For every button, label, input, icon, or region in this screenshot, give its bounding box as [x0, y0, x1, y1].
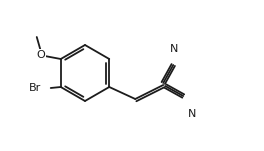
- Text: N: N: [188, 109, 196, 119]
- Text: N: N: [170, 44, 178, 54]
- Text: Br: Br: [29, 83, 41, 93]
- Text: O: O: [36, 50, 45, 60]
